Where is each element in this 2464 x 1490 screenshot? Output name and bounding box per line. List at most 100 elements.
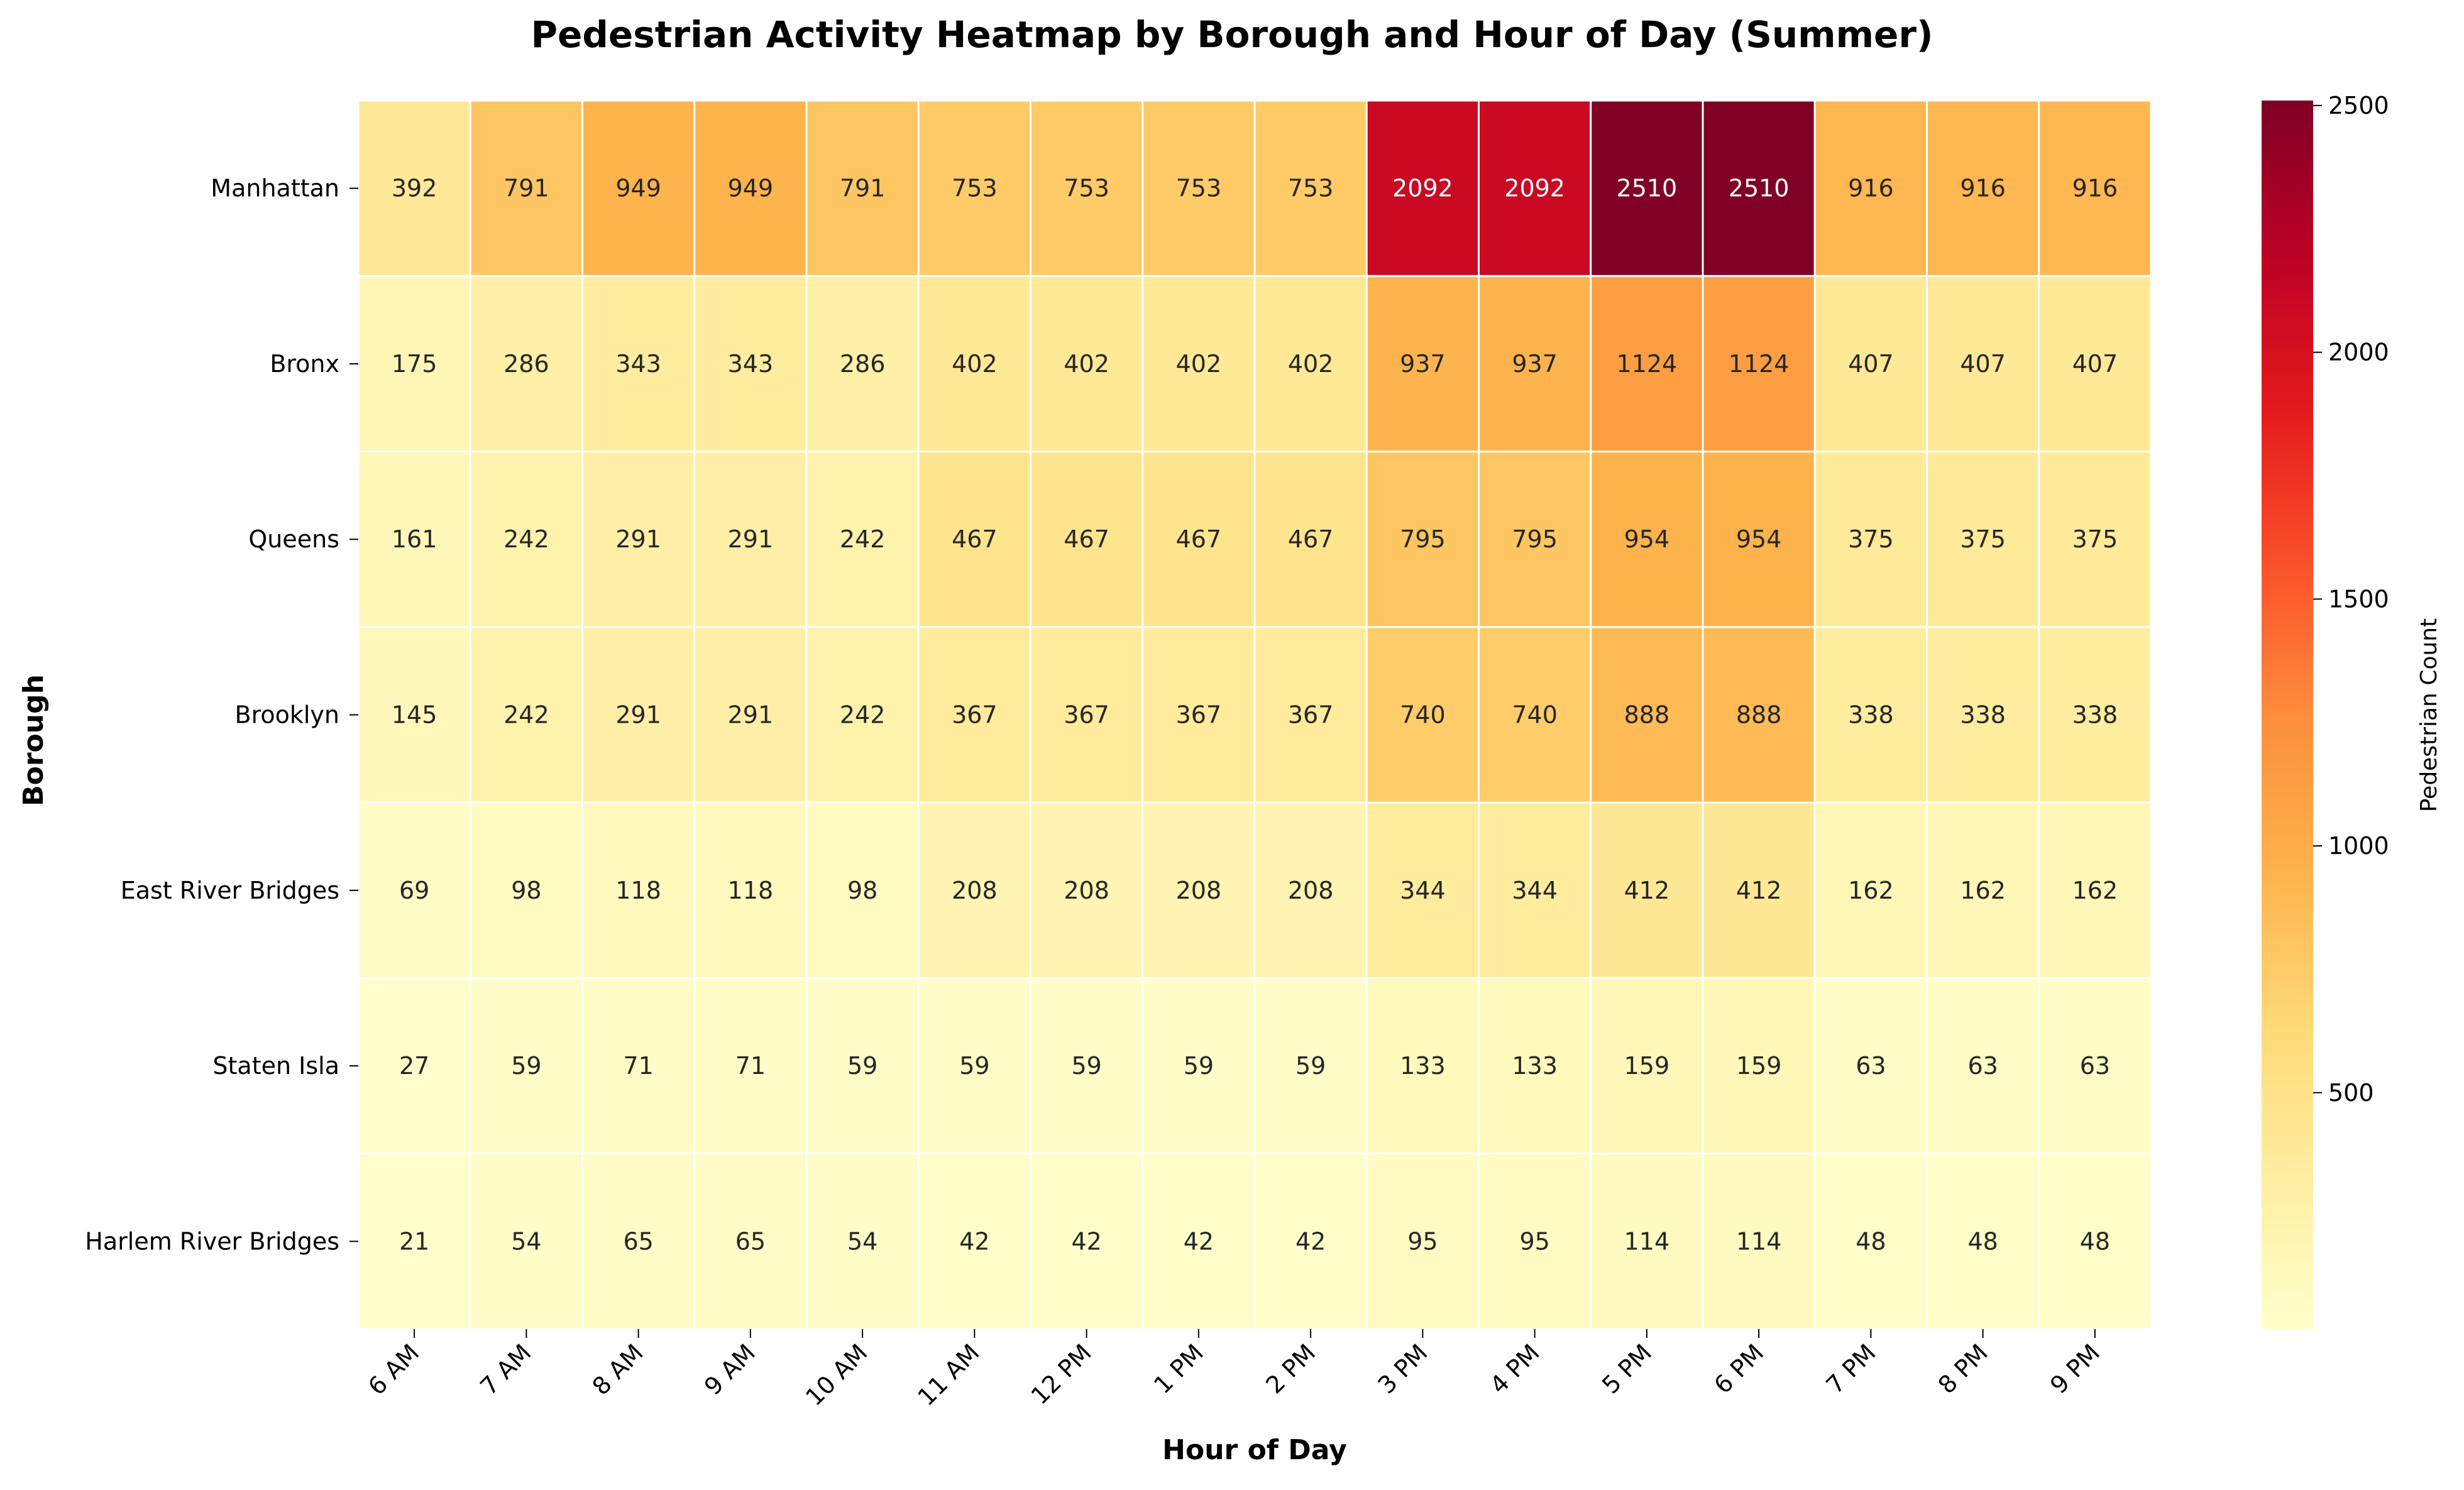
heatmap-cell (1702, 801, 1816, 979)
x-tick-label: 4 PM (1485, 1339, 1545, 1399)
x-tick-label: 8 AM (587, 1339, 649, 1400)
heatmap-cell (1590, 977, 1704, 1155)
heatmap-cell (2038, 801, 2152, 979)
cell-value-label: 367 (1288, 701, 1334, 729)
cell-value-label: 795 (1512, 525, 1558, 553)
x-tick-label: 1 PM (1148, 1339, 1209, 1399)
cell-value-label: 114 (1736, 1227, 1782, 1255)
cell-value-label: 59 (1295, 1052, 1326, 1080)
y-tick-label: Harlem River Bridges (85, 1227, 339, 1255)
cell-value-label: 71 (735, 1052, 766, 1080)
cell-value-label: 407 (1848, 350, 1894, 378)
heatmap-cell (1253, 801, 1368, 979)
cell-value-label: 27 (399, 1052, 429, 1080)
chart-title: Pedestrian Activity Heatmap by Borough a… (531, 13, 1933, 56)
cell-value-label: 2510 (1617, 175, 1678, 202)
cell-value-label: 2092 (1392, 175, 1453, 202)
heatmap-cell (1702, 451, 1816, 628)
heatmap-cell (693, 275, 808, 453)
colorbar-tick-label: 2000 (2328, 339, 2389, 366)
cell-value-label: 159 (1736, 1052, 1782, 1080)
y-tick-label: Bronx (270, 350, 339, 378)
heatmap-cell (1813, 801, 1928, 979)
heatmap-cell (1702, 99, 1816, 277)
heatmap-cell (1702, 626, 1816, 804)
colorbar-tick-label: 500 (2328, 1079, 2374, 1107)
cell-value-label: 2510 (1729, 175, 1790, 202)
heatmap-cell (917, 1153, 1031, 1330)
cell-value-label: 42 (959, 1227, 989, 1255)
heatmap-cell-labels: 392 791 949 949 791 753 753 753 753 2092 2092 2510 2… (392, 175, 2118, 1256)
heatmap-cell (1590, 1153, 1704, 1330)
cell-value-label: 286 (503, 350, 549, 378)
heatmap-cell (581, 1153, 696, 1330)
heatmap-cell (693, 451, 808, 628)
cell-value-label: 402 (1064, 350, 1109, 378)
cell-value-label: 467 (1176, 525, 1222, 553)
cell-value-label: 1124 (1729, 350, 1790, 378)
heatmap-cell (1141, 977, 1256, 1155)
cell-value-label: 916 (1960, 175, 2006, 202)
heatmap-cell (1253, 275, 1368, 453)
heatmap-cell (1926, 1153, 2040, 1330)
heatmap-cell (917, 626, 1031, 804)
heatmap-cell (581, 977, 696, 1155)
x-tick-label: 2 PM (1260, 1339, 1321, 1399)
cell-value-label: 54 (511, 1227, 541, 1255)
cell-value-label: 467 (1288, 525, 1334, 553)
heatmap-cell (1253, 1153, 1368, 1330)
y-tick-label: Staten Isla (212, 1052, 339, 1080)
heatmap-cell (469, 977, 583, 1155)
x-tick-label: 10 AM (800, 1339, 872, 1411)
heatmap-cell (1926, 275, 2040, 453)
cell-value-label: 48 (2080, 1227, 2110, 1255)
cell-value-label: 740 (1512, 701, 1558, 729)
cell-value-label: 21 (399, 1227, 429, 1255)
cell-value-label: 59 (1071, 1052, 1101, 1080)
heatmap-cell (581, 801, 696, 979)
heatmap-cell (917, 275, 1031, 453)
cell-value-label: 795 (1400, 525, 1446, 553)
heatmap-cell (693, 977, 808, 1155)
cell-value-label: 95 (1407, 1227, 1438, 1255)
cell-value-label: 740 (1400, 701, 1446, 729)
cell-value-label: 161 (392, 525, 437, 553)
cell-value-label: 916 (1848, 175, 1894, 202)
cell-value-label: 59 (847, 1052, 877, 1080)
heatmap-cell (1926, 801, 2040, 979)
heatmap-cell (917, 801, 1031, 979)
heatmap-cell (805, 977, 920, 1155)
heatmap-cell (469, 275, 583, 453)
y-axis: Manhattan Bronx Queens Brooklyn East River B… (85, 175, 358, 1255)
cell-value-label: 402 (1176, 350, 1222, 378)
heatmap-cell (1478, 626, 1592, 804)
heatmap-cell (1478, 977, 1592, 1155)
heatmap-cell (1141, 451, 1256, 628)
heatmap-cell (581, 626, 696, 804)
heatmap-cell (2038, 626, 2152, 804)
heatmap-cell (2038, 99, 2152, 277)
cell-value-label: 42 (1295, 1227, 1326, 1255)
cell-value-label: 343 (728, 350, 774, 378)
cell-value-label: 65 (623, 1227, 653, 1255)
cell-value-label: 114 (1624, 1227, 1670, 1255)
cell-value-label: 95 (1519, 1227, 1549, 1255)
cell-value-label: 392 (392, 175, 437, 202)
cell-value-label: 467 (952, 525, 998, 553)
heatmap-cell (1253, 977, 1368, 1155)
cell-value-label: 242 (840, 525, 886, 553)
heatmap-cell (1365, 451, 1480, 628)
heatmap-cells (357, 99, 2152, 1330)
cell-value-label: 286 (840, 350, 886, 378)
x-tick-label: 6 AM (363, 1339, 424, 1400)
cell-value-label: 69 (399, 877, 429, 904)
heatmap-cell (917, 99, 1031, 277)
cell-value-label: 59 (959, 1052, 989, 1080)
heatmap-cell (1813, 99, 1928, 277)
x-tick-label: 9 AM (699, 1339, 761, 1400)
heatmap-cell (1590, 801, 1704, 979)
colorbar-tick-label: 2500 (2328, 92, 2389, 119)
heatmap-cell (1926, 451, 2040, 628)
heatmap-cell (581, 275, 696, 453)
